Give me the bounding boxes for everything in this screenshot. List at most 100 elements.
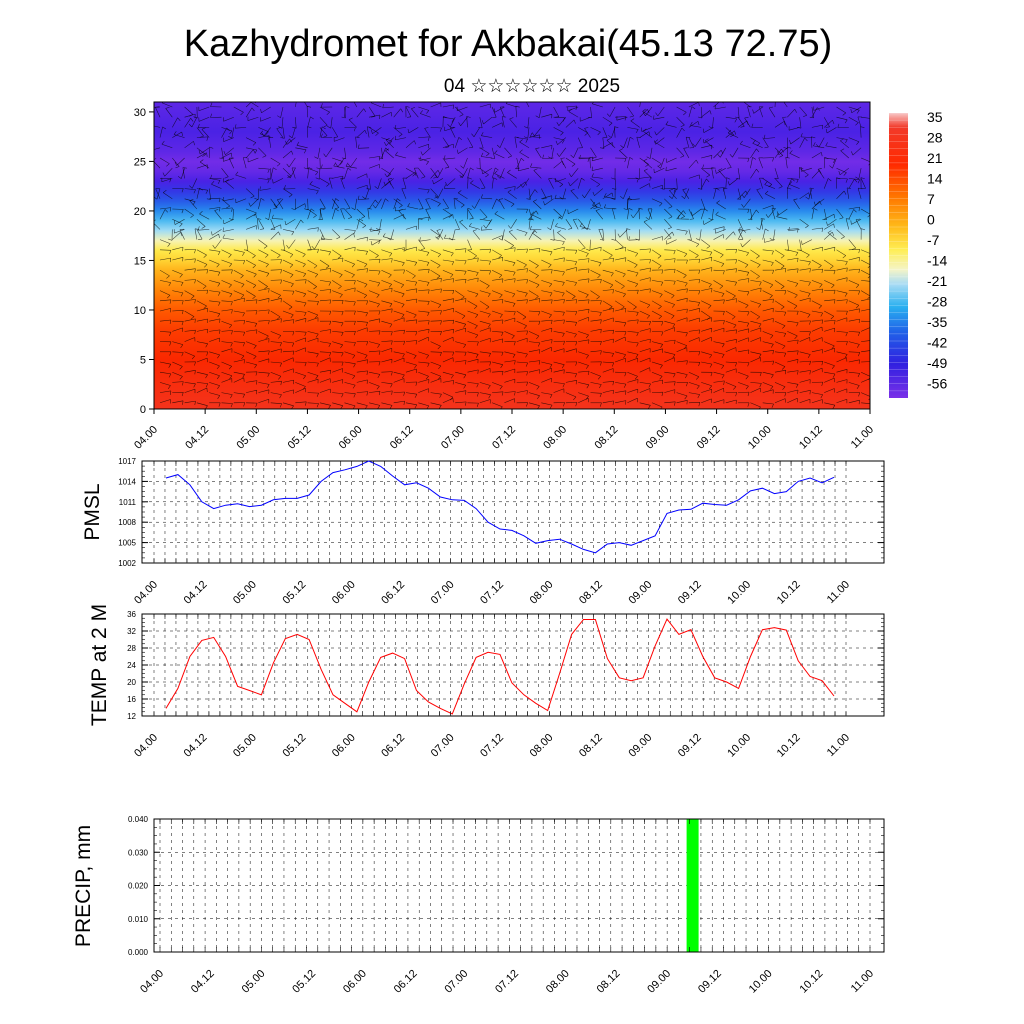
wind-barb bbox=[154, 125, 161, 128]
wind-barb bbox=[331, 127, 339, 138]
wind-barb-flag bbox=[832, 120, 835, 125]
wind-barb bbox=[307, 239, 312, 251]
wind-barb bbox=[578, 382, 589, 386]
wind-barb-flag bbox=[698, 269, 701, 274]
wind-barb bbox=[258, 389, 270, 393]
wind-barb bbox=[418, 106, 429, 111]
wind-barb bbox=[553, 369, 565, 373]
wind-barb bbox=[381, 402, 393, 406]
wind-barb-flag bbox=[302, 254, 306, 258]
wind-barb bbox=[418, 402, 429, 407]
wind-barb-flag bbox=[554, 194, 557, 199]
wind-barb bbox=[332, 257, 344, 261]
wind-barb bbox=[615, 382, 627, 385]
wind-barb bbox=[774, 168, 779, 179]
wind-barb bbox=[442, 278, 454, 281]
wind-barb-flag bbox=[194, 268, 196, 273]
wind-barb-flag bbox=[832, 373, 836, 378]
wind-barb bbox=[703, 218, 714, 225]
wind-barb-flag bbox=[514, 247, 516, 252]
wind-barb-flag bbox=[501, 352, 504, 356]
wind-barb-flag bbox=[230, 342, 233, 347]
wind-barb bbox=[565, 280, 577, 283]
wind-barb bbox=[774, 102, 776, 108]
wind-barb-flag bbox=[514, 278, 516, 283]
wind-barb-flag bbox=[224, 176, 229, 179]
wind-barb-flag bbox=[581, 247, 586, 250]
wind-barb bbox=[578, 331, 589, 336]
wind-barb bbox=[184, 113, 196, 118]
wind-barb bbox=[799, 218, 809, 226]
wind-barb-flag bbox=[433, 176, 438, 179]
wind-barb bbox=[776, 216, 788, 220]
wind-barb-flag bbox=[745, 305, 749, 309]
wind-barb bbox=[516, 351, 528, 355]
x-tick-label: 08.00 bbox=[528, 732, 556, 760]
wind-barb bbox=[381, 320, 393, 325]
wind-barb-flag bbox=[625, 400, 627, 405]
wind-barb-flag bbox=[833, 214, 835, 219]
wind-barb-flag bbox=[512, 303, 516, 307]
wind-barb-flag bbox=[333, 162, 337, 167]
wind-barb-flag bbox=[205, 383, 209, 388]
wind-barb-flag bbox=[217, 313, 221, 318]
wind-barb bbox=[196, 259, 208, 265]
wind-barb-flag bbox=[174, 161, 177, 166]
wind-barb bbox=[639, 300, 651, 306]
wind-barb-flag bbox=[721, 365, 725, 369]
wind-barb-flag bbox=[333, 136, 338, 138]
y-tick-label: 32 bbox=[127, 627, 136, 636]
wind-barb-flag bbox=[211, 181, 215, 185]
wind-barb bbox=[725, 157, 732, 168]
wind-barb-flag bbox=[353, 127, 356, 132]
wind-barb-flag bbox=[533, 168, 538, 171]
wind-barb bbox=[494, 213, 505, 220]
wind-barb-flag bbox=[526, 390, 528, 395]
wind-barb bbox=[196, 127, 204, 137]
wind-barb-flag bbox=[353, 310, 356, 315]
wind-barb bbox=[516, 390, 528, 393]
wind-barb-flag bbox=[255, 403, 258, 407]
wind-barb bbox=[369, 371, 380, 375]
wind-barb bbox=[319, 259, 330, 267]
wind-barb-flag bbox=[436, 275, 441, 279]
wind-barb-flag bbox=[769, 295, 773, 299]
wind-barb-flag bbox=[689, 218, 694, 220]
wind-barb bbox=[479, 137, 484, 149]
wind-barb bbox=[565, 331, 577, 335]
wind-barb bbox=[418, 328, 430, 332]
wind-barb-flag bbox=[759, 383, 762, 388]
wind-barb bbox=[861, 402, 870, 404]
wind-barb bbox=[209, 351, 220, 356]
wind-barb bbox=[332, 175, 343, 179]
wind-barb-flag bbox=[425, 376, 429, 380]
wind-barb-flag bbox=[562, 271, 565, 276]
wind-barb-flag bbox=[756, 227, 760, 231]
wind-barb-flag bbox=[169, 250, 172, 255]
wind-barb bbox=[750, 337, 761, 342]
x-tick-label: 10.12 bbox=[797, 968, 825, 996]
wind-barb-flag bbox=[501, 299, 504, 304]
wind-barb bbox=[479, 117, 483, 128]
wind-barb bbox=[507, 172, 517, 179]
wind-barb bbox=[467, 177, 469, 189]
wind-barb-flag bbox=[526, 371, 528, 376]
wind-barb-flag bbox=[407, 129, 410, 134]
wind-barb-flag bbox=[471, 133, 475, 137]
wind-barb-flag bbox=[188, 123, 193, 128]
wind-barb-flag bbox=[168, 238, 173, 241]
wind-barb-flag bbox=[658, 306, 662, 310]
wind-barb-flag bbox=[439, 394, 442, 398]
wind-barb bbox=[221, 361, 232, 367]
wind-barb bbox=[836, 290, 848, 294]
wind-barb bbox=[454, 137, 460, 148]
wind-barb bbox=[233, 269, 244, 276]
wind-barb-flag bbox=[336, 236, 341, 240]
colorbar-label: 0 bbox=[927, 212, 935, 228]
wind-barb bbox=[553, 208, 562, 217]
wind-barb bbox=[332, 341, 343, 346]
wind-barb bbox=[664, 219, 672, 228]
wind-barb bbox=[366, 126, 370, 138]
wind-barb bbox=[823, 157, 825, 169]
wind-barb-flag bbox=[680, 124, 685, 127]
